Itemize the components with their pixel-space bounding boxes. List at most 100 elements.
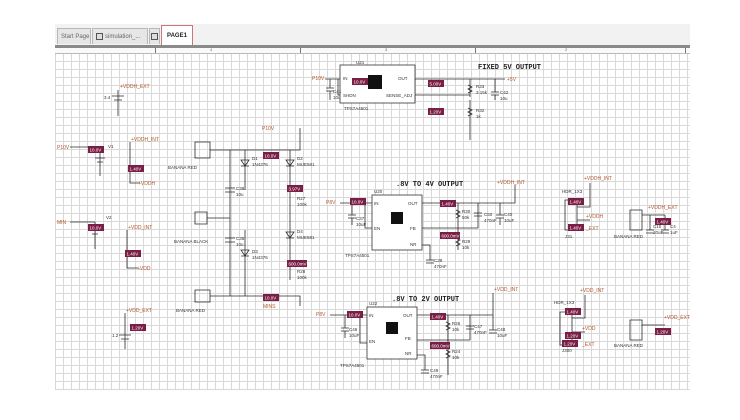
voltage-probe[interactable]: 10.0V (263, 294, 279, 301)
voltage-probe[interactable]: 1.40V (430, 313, 446, 320)
net-label[interactable]: MIN (57, 220, 67, 226)
voltage-probe[interactable]: 3.97V (287, 185, 303, 192)
net-label[interactable]: +5V (507, 77, 517, 83)
probe-box (287, 260, 307, 267)
probe-value: 3.97V (289, 186, 301, 191)
probe-value: 600.0mV (442, 233, 460, 238)
tab-page-icon[interactable] (149, 28, 160, 44)
net-label[interactable]: +VDD (137, 266, 151, 272)
net-label[interactable]: +VDDH (138, 181, 155, 187)
probe-value: 1.40V (657, 219, 669, 224)
voltage-probe[interactable]: 10.0V (263, 152, 279, 159)
document-tab-bar: Start Page simulation_... PAGE1 (55, 24, 690, 48)
voltage-probe[interactable]: 1.20V (565, 332, 581, 339)
probe-value: 1.40V (567, 309, 579, 314)
tab-page1[interactable]: PAGE1 (161, 25, 193, 45)
voltage-probe[interactable]: 1.40V (125, 250, 141, 257)
voltage-probe[interactable]: 1.40V (568, 224, 584, 231)
ruler-mark: 2 (565, 47, 568, 52)
component-label: C38 (236, 186, 245, 191)
component-label: R30 (462, 209, 471, 214)
probe-value: 1.20V (564, 341, 576, 346)
net-label[interactable]: +VDDH_INT (584, 176, 612, 182)
voltage-probe[interactable]: 1.40V (565, 308, 581, 315)
voltage-probe[interactable]: 10.0V (347, 311, 363, 318)
probe-box (263, 294, 279, 301)
voltage-probe[interactable]: 600.0mV (287, 260, 307, 267)
probe-box (428, 80, 444, 87)
component-label: HDR_1X3 (562, 189, 583, 194)
tab-simulation[interactable]: simulation_... (92, 28, 148, 44)
component-label: R27 (297, 196, 306, 201)
voltage-probe[interactable]: 1.20V (562, 340, 578, 347)
net-label[interactable]: +VDD_INT (580, 288, 604, 294)
probe-box (88, 224, 104, 231)
net-label[interactable]: +VDDH_EXT (120, 84, 150, 90)
net-label[interactable]: +VDD (582, 326, 596, 332)
probe-value: 10.0V (90, 147, 102, 152)
component-label: IN (374, 201, 379, 206)
voltage-probe[interactable]: 1.20V (130, 324, 146, 331)
net-label[interactable]: P8V (316, 312, 326, 318)
tab-label: Start Page (61, 34, 90, 40)
component-label: 10uF (504, 218, 515, 223)
component-label: BANANA BLACK (174, 239, 208, 244)
probe-box (347, 311, 363, 318)
component-label: 1k (476, 114, 482, 119)
net-label[interactable]: +VDDH_EXT (648, 205, 678, 211)
component-label: 470nF (434, 264, 447, 269)
net-label[interactable]: +VDDH (586, 214, 603, 220)
probe-value: 1.20V (567, 333, 579, 338)
component-label: 1N4376 (252, 162, 268, 167)
probe-box (263, 152, 279, 159)
component-label: D3 (252, 249, 258, 254)
net-label[interactable]: P8V (326, 200, 336, 206)
component-label: TPS7A4501 (344, 106, 369, 111)
net-label[interactable]: P10V (312, 76, 325, 82)
component-label: MUE581 (297, 162, 315, 167)
voltage-probe[interactable]: 10.0V (88, 224, 104, 231)
net-label[interactable]: +VDDH_INT (131, 137, 159, 143)
voltage-probe[interactable]: 1.40V (568, 198, 584, 205)
component-label: R28 (297, 269, 306, 274)
tab-start-page[interactable]: Start Page (57, 28, 91, 44)
regulator-u20[interactable] (371, 194, 423, 251)
schematic-icon (96, 32, 103, 40)
net-label[interactable]: MINS (263, 304, 276, 310)
component-label: 10uF (349, 333, 360, 338)
component-label: 10k (452, 355, 460, 360)
voltage-probe[interactable]: 10.0V (350, 198, 366, 205)
net-label[interactable]: +VDD_EXT (664, 315, 690, 321)
net-label[interactable]: +VDD_EXT (126, 308, 152, 314)
probe-value: 10.0V (265, 153, 277, 158)
component-label: 1.2 (112, 333, 119, 338)
voltage-probe[interactable]: 1.40V (128, 165, 144, 172)
probe-value: 1.40V (442, 201, 454, 206)
net-label[interactable]: P10V (262, 126, 275, 132)
voltage-probe[interactable]: 10.0V (88, 146, 104, 153)
component-label: 10u (236, 192, 244, 197)
voltage-probe[interactable]: 1.20V (655, 328, 671, 335)
net-label[interactable]: +VDDH_INT (497, 180, 525, 186)
probe-box (565, 332, 581, 339)
voltage-probe[interactable]: 5.00V (428, 80, 444, 87)
voltage-probe[interactable]: 1.40V (655, 218, 671, 225)
voltage-probe[interactable]: 1.40V (440, 200, 456, 207)
net-label[interactable]: _EXT (585, 226, 599, 232)
voltage-probe[interactable]: 10.0V (352, 78, 368, 85)
net-label[interactable]: +VDD_INT (494, 287, 518, 293)
voltage-probe[interactable]: 1.20V (428, 108, 444, 115)
component-label: D2 (297, 156, 303, 161)
voltage-probe[interactable]: 600.0mV (430, 342, 450, 349)
component-label: BANANA RED (168, 165, 198, 170)
probe-value: 10.0V (265, 295, 277, 300)
net-label[interactable]: _EXT (581, 342, 595, 348)
probe-value: 1.40V (570, 225, 582, 230)
component-label: J300 (562, 348, 572, 353)
probe-box (352, 78, 368, 85)
component-label: 10k (462, 245, 470, 250)
net-label[interactable]: P10V (57, 145, 70, 151)
voltage-probe[interactable]: 600.0mV (440, 232, 460, 239)
net-label[interactable]: +VDD_INT (128, 225, 152, 231)
